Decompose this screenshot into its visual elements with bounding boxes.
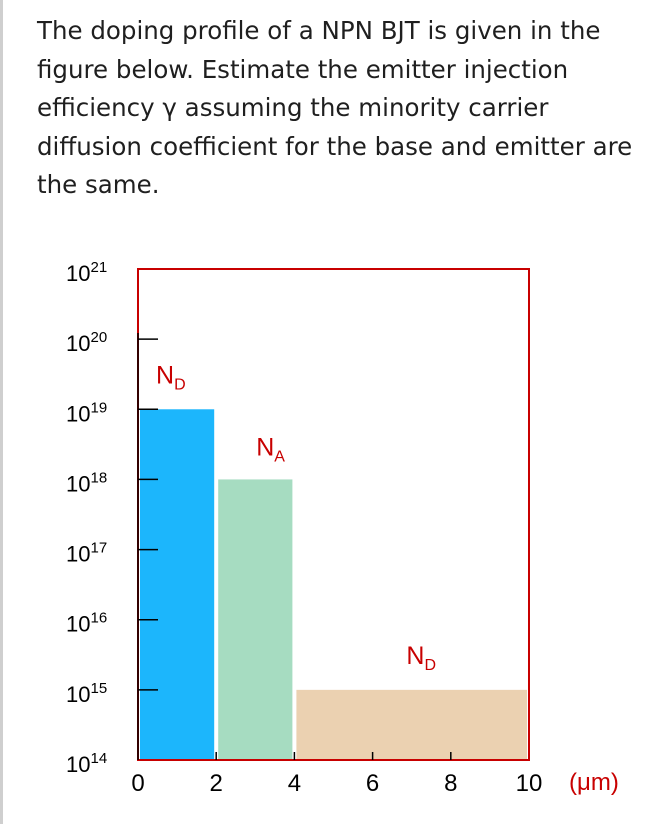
region-label: NA	[256, 433, 285, 465]
question-text: The doping profile of a NPN BJT is given…	[37, 12, 669, 205]
y-tick-label: 1017	[66, 540, 107, 567]
x-tick-label: 2	[210, 770, 223, 797]
x-axis-unit: (μm)	[569, 769, 619, 796]
question-line: figure below. Estimate the emitter injec…	[37, 54, 569, 84]
y-tick-label: 1019	[66, 399, 107, 426]
doping-region-bar	[218, 479, 293, 760]
doping-region-bar	[140, 409, 215, 760]
left-border	[0, 0, 3, 824]
y-tick-label: 1014	[66, 750, 107, 777]
x-tick-label: 8	[444, 770, 457, 797]
region-label: ND	[156, 361, 186, 393]
x-tick-label: 6	[366, 770, 379, 797]
question-line: the same.	[37, 170, 160, 199]
question-line: efficiency γ assuming the minority carri…	[37, 93, 549, 122]
y-tick-label: 1018	[66, 469, 107, 496]
region-label: ND	[406, 642, 436, 674]
axis-layer	[137, 268, 530, 761]
y-tick-label: 1016	[66, 610, 107, 637]
regions-layer	[140, 409, 527, 760]
question-line: The doping profile of a NPN BJT is given…	[37, 16, 601, 45]
x-tick-label: 0	[131, 770, 144, 797]
y-tick-label: 1015	[66, 680, 107, 707]
x-tick-label: 10	[516, 770, 543, 797]
doping-region-bar	[296, 689, 527, 760]
x-tick-label: 4	[288, 770, 301, 797]
y-tick-label: 1020	[66, 329, 107, 356]
labels-layer: ND NA ND 1021 1020 1019 1018 1017 1016 1015 1014 0 2…	[66, 259, 619, 797]
y-tick-label: 1021	[66, 259, 107, 286]
question-line: diffusion coefficient for the base and e…	[37, 131, 633, 161]
